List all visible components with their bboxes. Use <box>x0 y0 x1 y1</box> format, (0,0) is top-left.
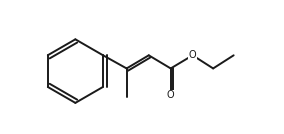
Text: O: O <box>189 50 197 60</box>
Text: O: O <box>167 90 174 100</box>
